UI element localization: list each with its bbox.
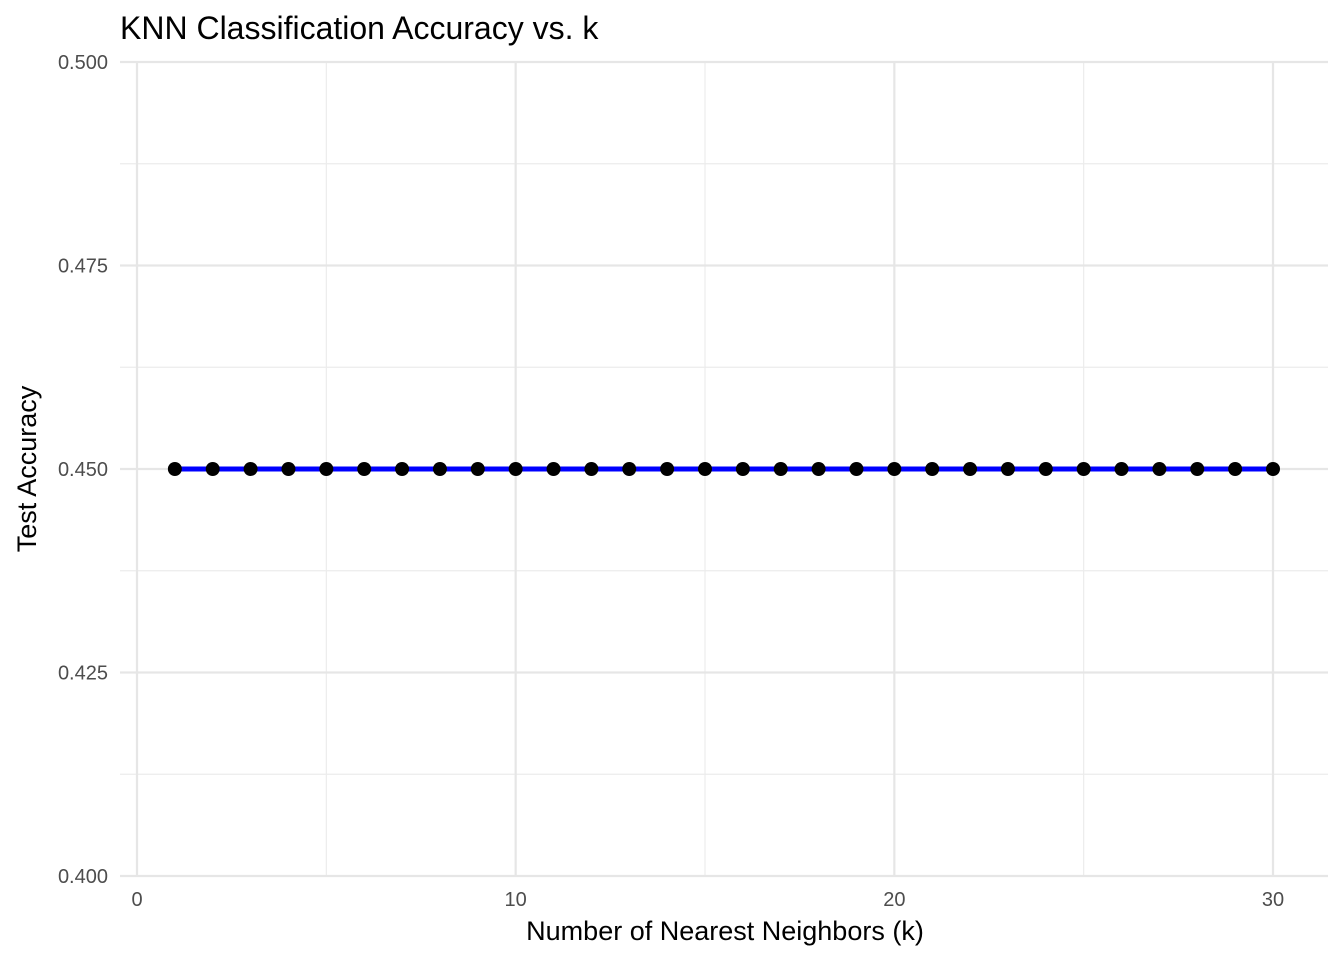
x-axis-title: Number of Nearest Neighbors (k): [526, 916, 924, 946]
y-tick-label: 0.400: [58, 866, 108, 888]
data-point: [887, 462, 902, 476]
y-tick-label: 0.425: [58, 663, 108, 685]
data-point: [357, 462, 372, 476]
data-point: [811, 462, 826, 476]
data-point: [167, 462, 182, 476]
data-point: [243, 462, 258, 476]
x-tick-label: 10: [505, 889, 527, 911]
data-point: [395, 462, 410, 476]
data-point: [1190, 462, 1205, 476]
data-point: [773, 462, 788, 476]
data-point: [622, 462, 637, 476]
y-tick-label: 0.500: [58, 52, 108, 74]
data-point: [1038, 462, 1053, 476]
data-point: [1152, 462, 1167, 476]
series: [167, 462, 1280, 476]
x-tick-label: 20: [883, 889, 905, 911]
data-point: [508, 462, 523, 476]
data-point: [849, 462, 864, 476]
data-point: [1114, 462, 1129, 476]
y-tick-label: 0.450: [58, 459, 108, 481]
data-point: [1228, 462, 1243, 476]
data-point: [1266, 462, 1280, 476]
data-point: [963, 462, 978, 476]
data-point: [735, 462, 750, 476]
data-point: [1000, 462, 1015, 476]
data-point: [319, 462, 334, 476]
y-tick-label: 0.475: [58, 256, 108, 278]
x-tick-label: 30: [1262, 889, 1284, 911]
data-point: [432, 462, 447, 476]
data-point: [281, 462, 296, 476]
y-axis-ticks: 0.400 0.425 0.450 0.475 0.500: [58, 52, 108, 888]
data-point: [698, 462, 712, 476]
x-axis-ticks: 0 10 20 30: [131, 889, 1284, 911]
x-tick-label: 0: [131, 889, 142, 911]
data-point: [546, 462, 561, 476]
data-point: [584, 462, 599, 476]
data-point: [925, 462, 940, 476]
data-point: [470, 462, 485, 476]
data-point: [205, 462, 220, 476]
data-point: [660, 462, 675, 476]
data-point: [1076, 462, 1091, 476]
y-axis-title: Test Accuracy: [12, 385, 42, 552]
chart-title: KNN Classification Accuracy vs. k: [120, 10, 599, 46]
